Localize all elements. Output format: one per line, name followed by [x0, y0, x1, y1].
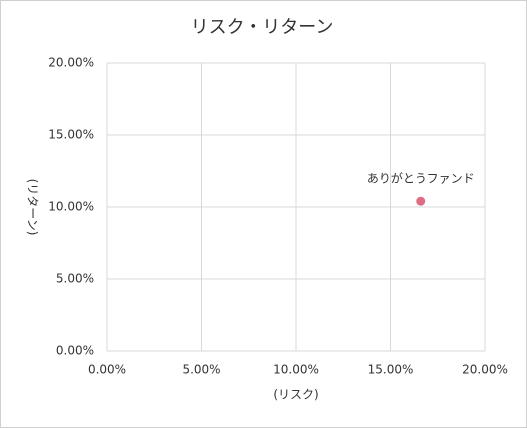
x-tick-label: 0.00%	[88, 363, 126, 377]
x-axis-title: (リスク)	[273, 388, 318, 402]
y-tick-label: 15.00%	[48, 128, 94, 142]
x-tick-label: 20.00%	[462, 363, 508, 377]
y-tick-label: 20.00%	[48, 56, 94, 70]
y-tick-label: 10.00%	[48, 200, 94, 214]
point	[416, 196, 426, 206]
y-tick-label: 0.00%	[56, 344, 94, 358]
y-tick-label: 5.00%	[56, 272, 94, 286]
chart-title: リスク・リターン	[191, 17, 334, 38]
point-label: ありがとうファンド	[367, 171, 475, 186]
y-axis-title: (リターン)	[26, 179, 40, 236]
x-tick-label: 5.00%	[182, 363, 220, 377]
x-tick-label: 10.00%	[273, 363, 319, 377]
x-tick-label: 15.00%	[368, 363, 414, 377]
